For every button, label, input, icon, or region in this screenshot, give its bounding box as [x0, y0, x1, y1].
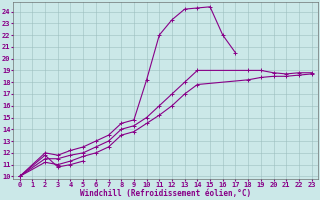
X-axis label: Windchill (Refroidissement éolien,°C): Windchill (Refroidissement éolien,°C): [80, 189, 251, 198]
